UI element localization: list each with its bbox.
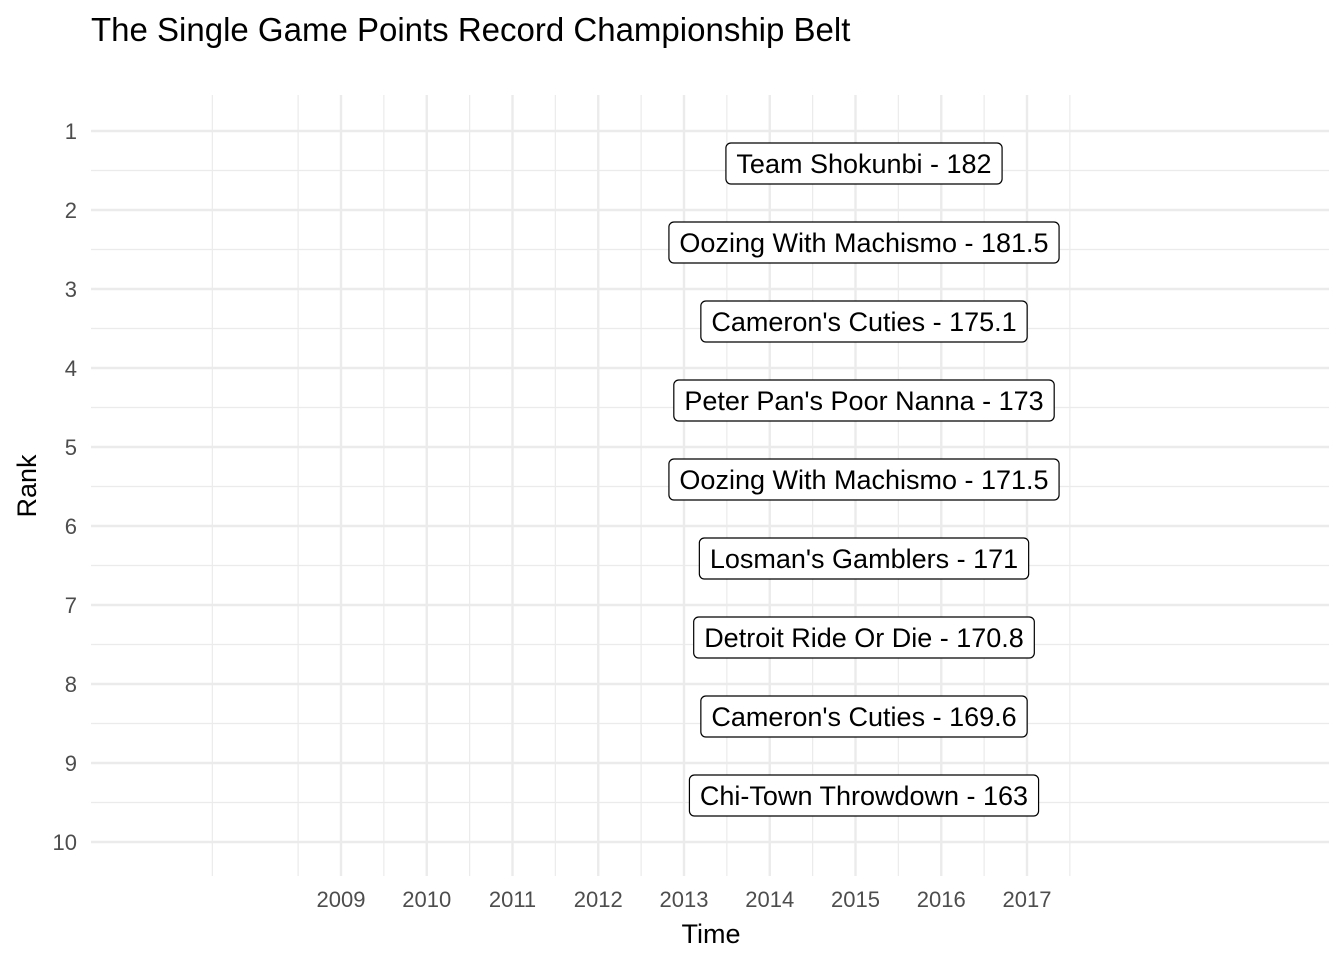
y-tick-label: 3 <box>65 277 77 302</box>
record-label: Losman's Gamblers - 171 <box>698 537 1030 580</box>
y-tick-label: 2 <box>65 198 77 223</box>
x-tick-label: 2009 <box>317 887 366 912</box>
record-label-box <box>668 458 1060 501</box>
y-tick-label: 1 <box>65 119 77 144</box>
y-tick-label: 7 <box>65 593 77 618</box>
x-tick-label: 2011 <box>489 887 536 912</box>
record-label: Oozing With Machismo - 181.5 <box>668 221 1060 264</box>
y-tick-label: 9 <box>65 751 77 776</box>
record-label-text: Cameron's Cuties - 169.6 <box>711 702 1016 732</box>
x-tick-label: 2013 <box>660 887 709 912</box>
record-label-box <box>700 695 1028 738</box>
record-label: Peter Pan's Poor Nanna - 173 <box>673 379 1055 422</box>
x-tick-label: 2016 <box>917 887 966 912</box>
y-tick-label: 4 <box>65 356 77 381</box>
record-label-text: Oozing With Machismo - 181.5 <box>679 228 1048 258</box>
record-label-text: Peter Pan's Poor Nanna - 173 <box>684 386 1043 416</box>
record-label: Team Shokunbi - 182 <box>725 142 1003 185</box>
record-label-text: Chi-Town Throwdown - 163 <box>700 781 1028 811</box>
record-label-text: Oozing With Machismo - 171.5 <box>679 465 1048 495</box>
record-label-box <box>700 300 1028 343</box>
x-axis-title: Time <box>682 919 741 949</box>
x-axis-ticks: 2009 2010 2011 2012 2013 2014 2015 2016 2017 <box>317 887 1052 912</box>
record-label: Detroit Ride Or Die - 170.8 <box>693 616 1035 659</box>
y-axis-title: Rank <box>12 454 42 518</box>
record-label: Oozing With Machismo - 171.5 <box>668 458 1060 501</box>
record-label-text: Losman's Gamblers - 171 <box>710 544 1018 574</box>
x-tick-label: 2012 <box>574 887 623 912</box>
chart-title: The Single Game Points Record Championsh… <box>91 11 850 48</box>
record-label-box <box>673 379 1055 422</box>
x-tick-label: 2010 <box>402 887 451 912</box>
x-tick-label: 2017 <box>1003 887 1052 912</box>
y-axis-ticks: 1 2 3 4 5 6 7 8 9 10 <box>53 119 77 855</box>
record-label-box <box>693 616 1035 659</box>
y-tick-label: 10 <box>53 830 77 855</box>
y-tick-label: 8 <box>65 672 77 697</box>
record-labels: Team Shokunbi - 182 Oozing With Machismo … <box>668 142 1060 817</box>
record-label-text: Cameron's Cuties - 175.1 <box>711 307 1016 337</box>
y-tick-label: 5 <box>65 435 77 460</box>
x-tick-label: 2015 <box>831 887 880 912</box>
record-label-text: Team Shokunbi - 182 <box>736 149 991 179</box>
record-label-box <box>698 537 1030 580</box>
record-label-box <box>688 774 1040 817</box>
record-label-box <box>668 221 1060 264</box>
y-tick-label: 6 <box>65 514 77 539</box>
record-label-text: Detroit Ride Or Die - 170.8 <box>704 623 1024 653</box>
record-label: Cameron's Cuties - 169.6 <box>700 695 1028 738</box>
record-label-box <box>725 142 1003 185</box>
x-tick-label: 2014 <box>745 887 794 912</box>
record-label: Chi-Town Throwdown - 163 <box>688 774 1040 817</box>
record-label: Cameron's Cuties - 175.1 <box>700 300 1028 343</box>
